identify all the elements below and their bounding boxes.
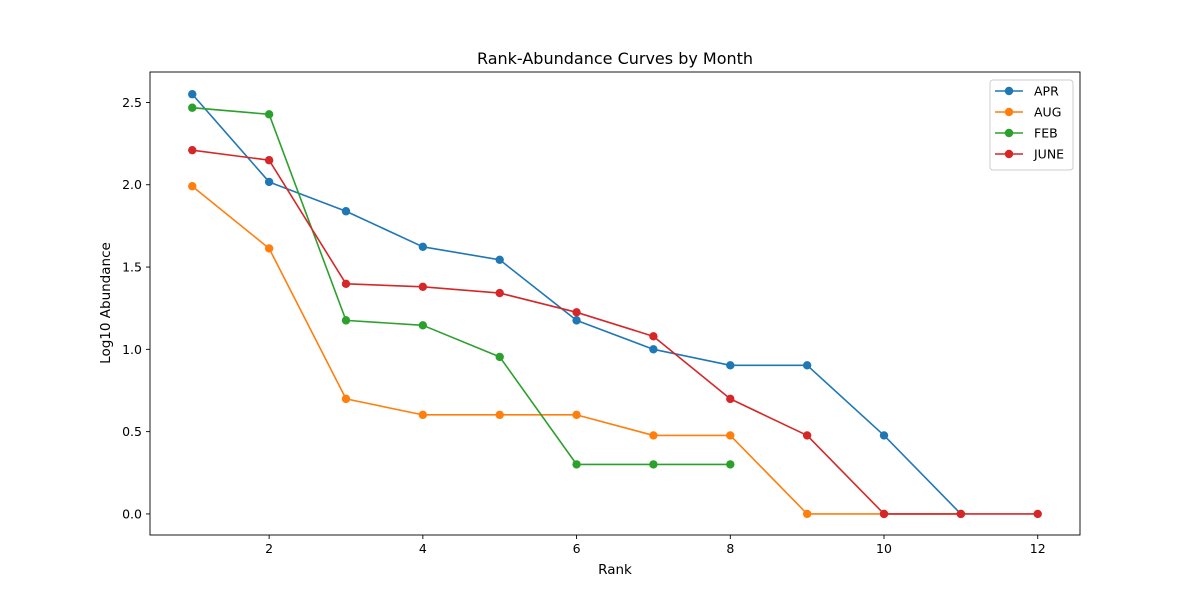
- data-point-apr: [341, 207, 351, 216]
- plot-area: [188, 90, 1042, 519]
- data-point-june: [264, 156, 274, 165]
- x-tick-label: 2: [265, 541, 273, 556]
- data-point-june: [802, 431, 812, 440]
- data-point-june: [341, 279, 351, 289]
- y-tick-label: 2.5: [122, 95, 142, 110]
- data-point-aug: [572, 410, 581, 420]
- data-point-june: [418, 282, 428, 291]
- data-point-apr: [264, 177, 274, 187]
- y-tick-label: 0.0: [122, 506, 142, 521]
- data-point-apr: [879, 431, 889, 440]
- data-point-aug: [649, 431, 658, 440]
- series-feb: [188, 103, 735, 469]
- series-june: [188, 145, 1042, 519]
- axes: 2 4 6 8 10 12 0.0 0.5 1.0 1.5 2.0 2.5: [122, 71, 1081, 556]
- data-point-feb: [495, 352, 504, 362]
- data-point-feb: [188, 103, 197, 112]
- data-point-feb: [649, 460, 658, 469]
- x-tick-label: 6: [573, 541, 581, 556]
- legend: APR AUG FEB JUNE: [989, 79, 1074, 171]
- y-axis-label: Log10 Abundance: [98, 242, 114, 364]
- data-point-june: [495, 288, 504, 298]
- legend-label: JUNE: [1033, 147, 1064, 162]
- data-point-june: [879, 509, 889, 519]
- data-point-feb: [726, 460, 735, 469]
- legend-item-june: JUNE: [995, 147, 1064, 162]
- data-point-june: [1033, 509, 1042, 519]
- chart-title: Rank-Abundance Curves by Month: [477, 49, 753, 68]
- y-tick-label: 1.5: [122, 260, 142, 275]
- data-point-feb: [341, 316, 351, 325]
- axes-frame: [149, 71, 1081, 536]
- data-point-aug: [495, 410, 504, 420]
- data-point-aug: [264, 244, 274, 253]
- data-point-june: [956, 509, 966, 519]
- data-point-aug: [341, 394, 351, 404]
- data-point-aug: [726, 431, 735, 440]
- series-line-feb: [191, 106, 732, 466]
- x-tick-label: 4: [419, 541, 427, 556]
- data-point-june: [649, 332, 658, 341]
- data-point-aug: [418, 410, 428, 420]
- legend-label: AUG: [1034, 105, 1061, 120]
- data-point-apr: [495, 255, 504, 264]
- data-point-june: [188, 145, 197, 155]
- data-point-apr: [418, 242, 428, 251]
- data-point-apr: [802, 361, 812, 370]
- legend-item-aug: AUG: [995, 105, 1061, 120]
- y-tick-label: 0.5: [122, 424, 142, 439]
- series-apr: [188, 90, 966, 519]
- legend-label: FEB: [1034, 126, 1058, 141]
- legend-item-apr: APR: [995, 84, 1059, 99]
- x-tick-label: 8: [726, 541, 734, 556]
- y-tick-label: 1.0: [122, 342, 142, 357]
- x-axis-label: Rank: [598, 562, 632, 578]
- legend-item-feb: FEB: [995, 126, 1058, 141]
- legend-marker: [1004, 128, 1014, 138]
- data-point-aug: [188, 182, 197, 191]
- data-point-apr: [726, 361, 735, 370]
- data-point-apr: [188, 90, 197, 99]
- legend-label: APR: [1034, 84, 1059, 99]
- data-point-feb: [418, 321, 428, 330]
- y-tick-label: 2.0: [122, 177, 142, 192]
- data-point-june: [572, 308, 581, 317]
- data-point-apr: [572, 316, 581, 325]
- data-point-feb: [572, 460, 581, 469]
- x-tick-label: 10: [876, 541, 892, 556]
- legend-marker: [1004, 149, 1014, 159]
- data-point-apr: [649, 345, 658, 354]
- series-line-june: [191, 149, 1039, 515]
- legend-marker: [1004, 107, 1014, 117]
- legend-marker: [1004, 86, 1014, 96]
- x-tick-label: 12: [1030, 541, 1046, 556]
- legend-box: [989, 79, 1074, 171]
- data-point-feb: [264, 110, 274, 119]
- data-point-aug: [802, 509, 812, 519]
- data-point-june: [726, 394, 735, 404]
